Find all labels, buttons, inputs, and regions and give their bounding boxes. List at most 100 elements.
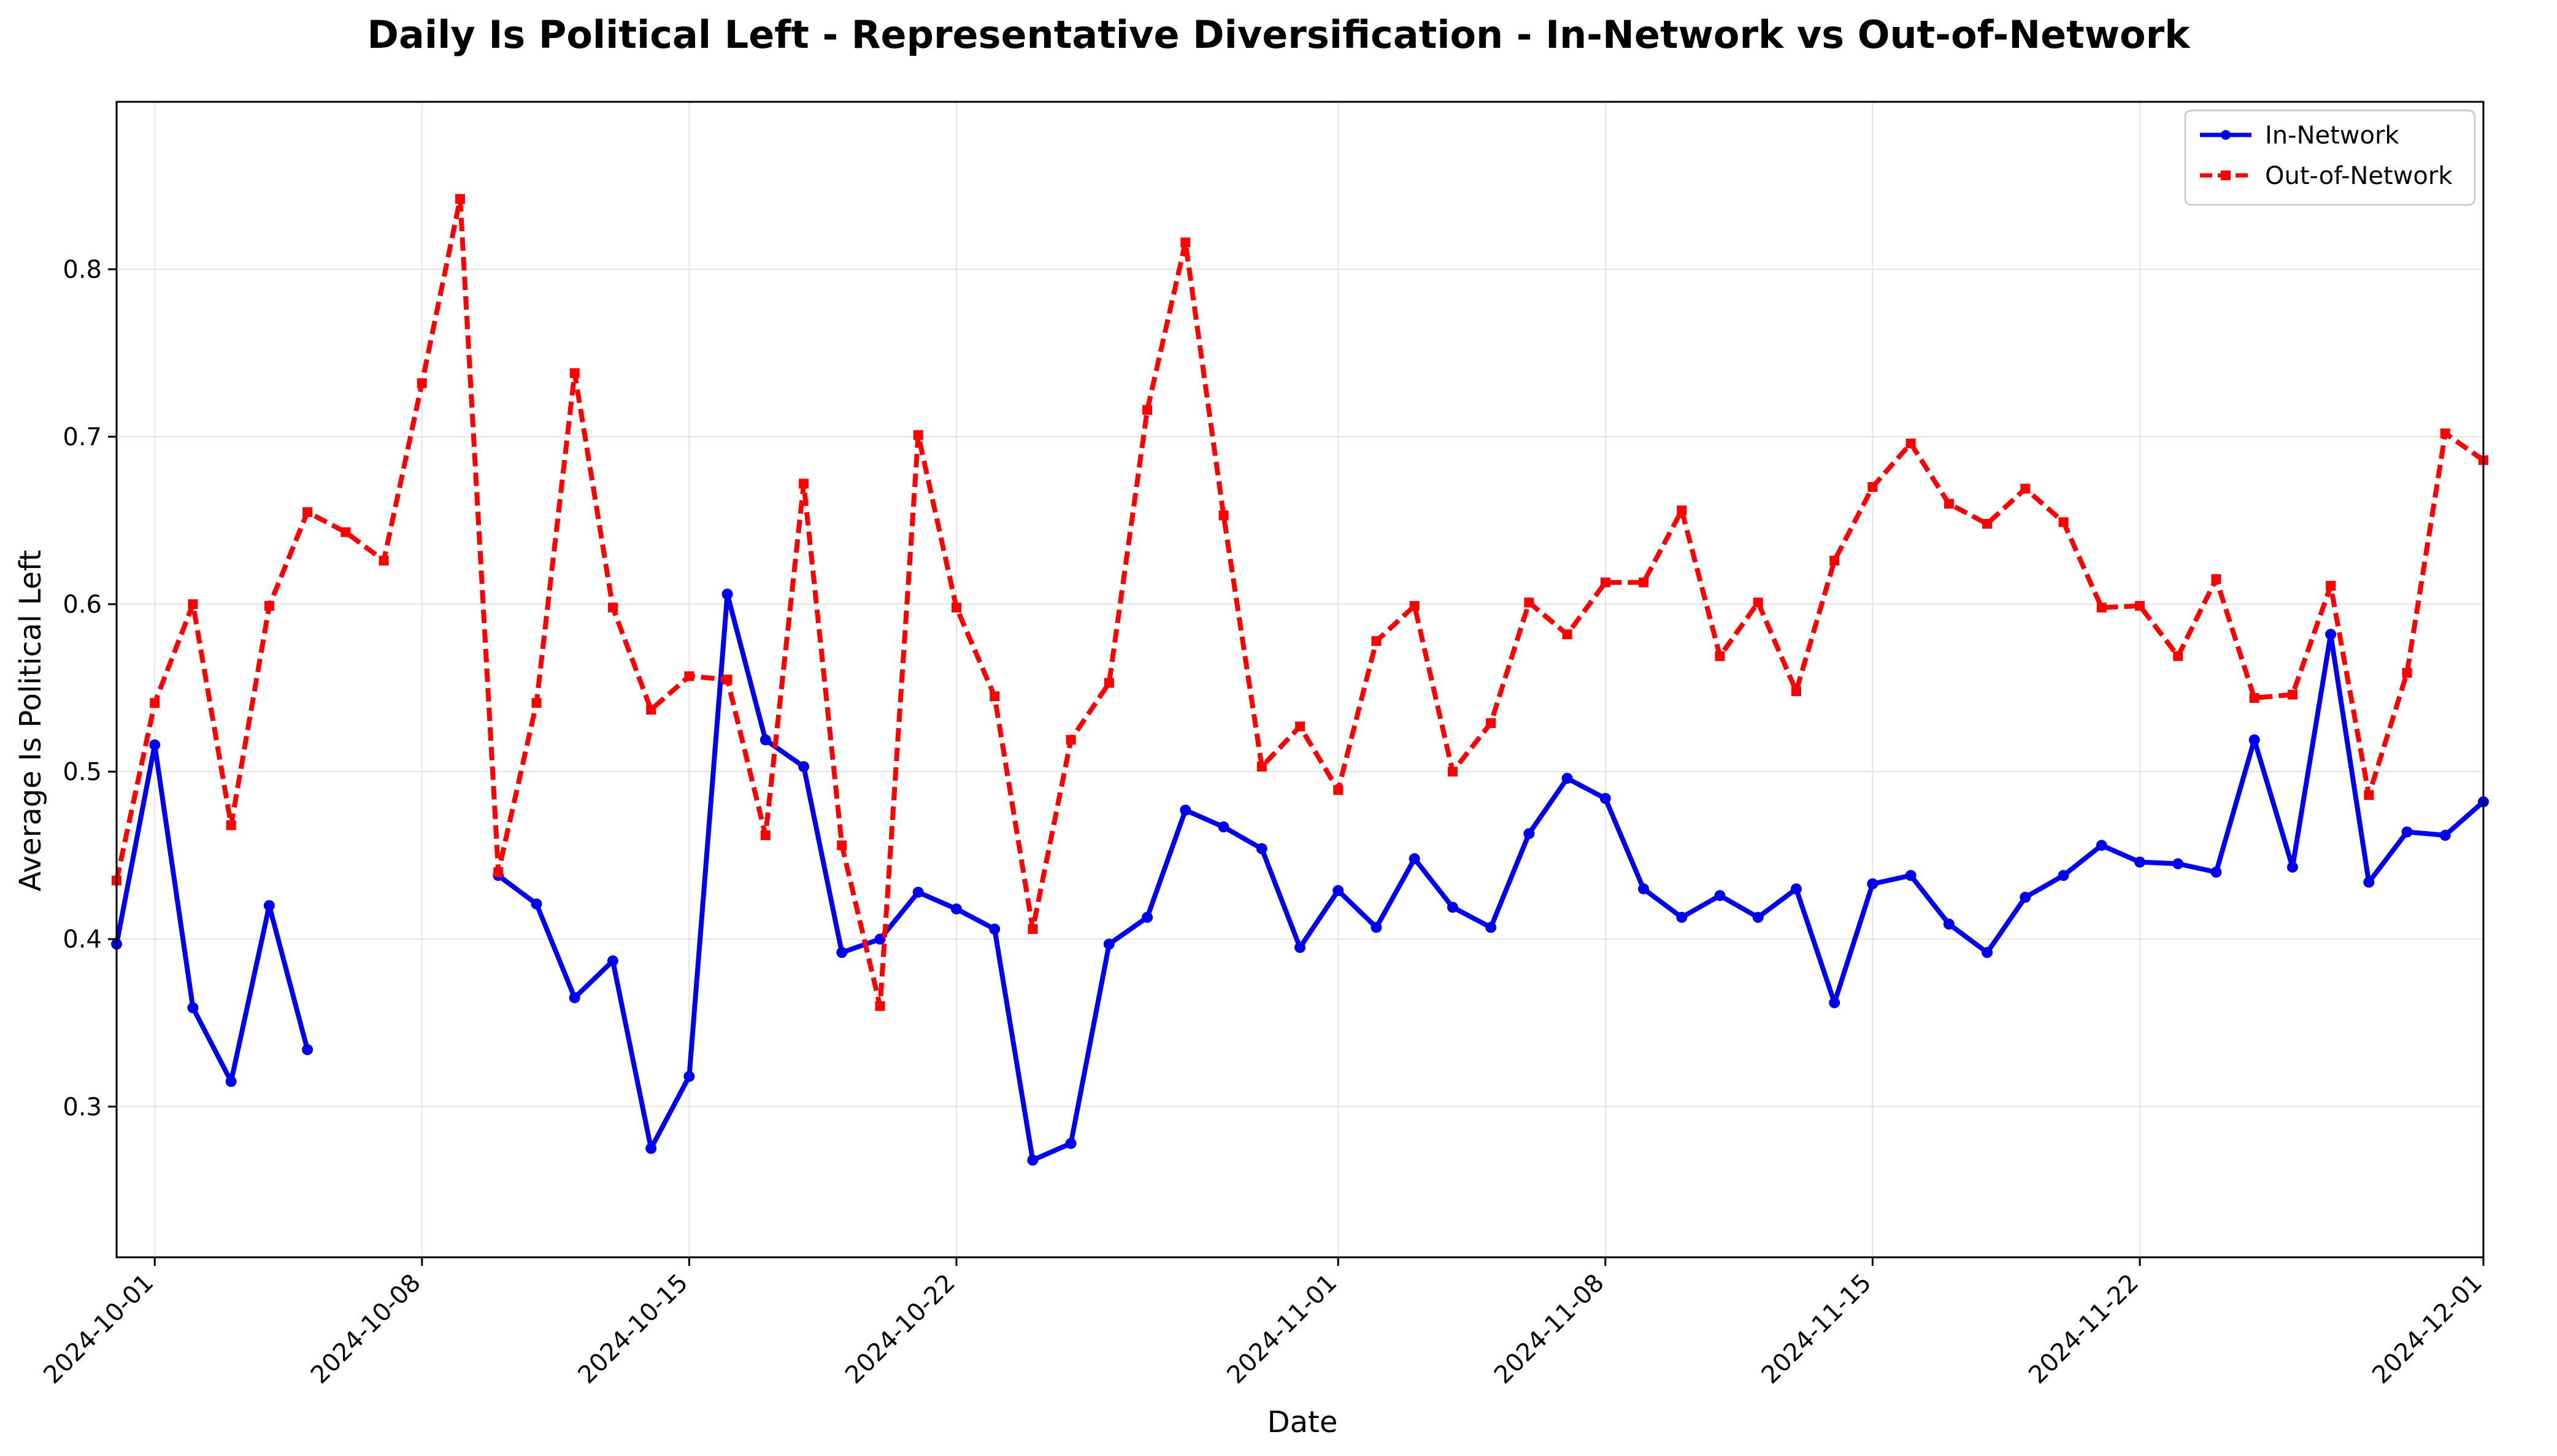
y-axis-label: Average Is Political Left [13,550,48,892]
data-point-in-network [1752,911,1764,923]
data-point-out-of-network [569,368,580,378]
data-point-out-of-network [379,556,389,566]
legend-marker-in-network [2221,130,2231,140]
data-point-in-network [1142,911,1153,923]
data-point-in-network [607,955,618,967]
data-point-in-network [1294,941,1305,953]
x-axis-label: Date [1267,1405,1338,1439]
data-point-in-network [2020,891,2031,903]
data-point-in-network [683,1071,695,1082]
data-point-in-network [2439,829,2451,841]
data-point-in-network [1867,878,1878,890]
data-point-out-of-network [1066,735,1076,745]
data-point-out-of-network [1180,237,1191,248]
data-point-out-of-network [1982,519,1993,529]
data-point-in-network [2172,858,2184,870]
y-tick-label: 0.3 [63,1093,102,1121]
legend-label-out-of-network: Out-of-Network [2265,162,2453,190]
data-point-in-network [1638,883,1650,895]
data-point-in-network [836,947,848,959]
data-point-out-of-network [2211,574,2221,584]
data-point-out-of-network [2287,689,2297,700]
data-point-out-of-network [951,602,961,613]
data-point-out-of-network [2364,790,2374,800]
legend: In-Network Out-of-Network [2184,109,2476,206]
data-point-in-network [187,1002,199,1014]
series-in-network [111,588,2489,1166]
data-point-out-of-network [1867,482,1878,492]
data-point-out-of-network [1218,510,1229,521]
data-point-out-of-network [2096,602,2107,613]
data-point-in-network [1714,890,1726,902]
data-point-out-of-network [1562,629,1572,640]
data-point-out-of-network [2020,483,2031,494]
data-point-in-network [531,898,542,910]
data-point-in-network [721,588,733,600]
data-point-in-network [912,886,924,898]
data-point-in-network [1332,885,1344,897]
data-point-in-network [2096,840,2107,851]
data-point-out-of-network [1333,785,1344,795]
data-point-out-of-network [646,705,656,715]
data-point-in-network [263,900,275,911]
data-point-out-of-network [2402,668,2412,678]
data-point-out-of-network [2326,581,2336,591]
data-point-in-network [1447,902,1458,913]
data-point-in-network [2286,861,2298,873]
data-point-out-of-network [2058,517,2069,527]
data-point-in-network [798,761,810,772]
data-point-out-of-network [1600,577,1610,588]
y-tick-label: 0.8 [63,256,102,284]
data-point-in-network [1599,792,1611,804]
data-point-out-of-network [1524,597,1534,608]
legend-box [2184,109,2476,206]
data-point-in-network [1485,922,1497,933]
data-point-in-network [645,1143,657,1154]
data-point-in-network [1256,843,1267,854]
data-point-in-network [302,1044,313,1056]
data-point-out-of-network [1142,405,1153,415]
series-out-of-network [112,194,2488,1011]
data-point-out-of-network [1486,718,1496,728]
data-point-out-of-network [760,830,771,840]
data-point-in-network [2134,856,2145,868]
series-layer [111,194,2489,1166]
data-point-out-of-network [799,478,809,489]
data-point-in-network [2210,867,2222,878]
data-point-in-network [1676,911,1688,923]
data-point-out-of-network [531,698,542,708]
data-point-out-of-network [1104,678,1114,688]
data-point-in-network [1027,1154,1039,1166]
data-point-out-of-network [264,600,274,611]
data-point-in-network [1790,883,1802,895]
data-point-in-network [1218,821,1229,833]
data-point-in-network [149,739,161,751]
grid [117,102,2484,1257]
data-point-in-network [1943,918,1955,930]
data-point-out-of-network [188,599,198,610]
data-point-in-network [1829,997,1840,1008]
data-point-in-network [759,734,771,746]
data-point-out-of-network [990,691,1000,702]
data-point-out-of-network [1371,636,1382,646]
data-point-out-of-network [1829,556,1840,566]
data-point-out-of-network [684,671,694,681]
data-point-out-of-network [493,867,504,877]
data-point-out-of-network [150,698,160,708]
data-point-in-network [950,903,962,915]
data-point-in-network [1905,870,1917,881]
data-point-out-of-network [417,378,427,388]
y-tick-label: 0.4 [63,925,102,954]
data-point-in-network [1065,1138,1077,1149]
plot-frame [115,101,2485,1259]
data-point-in-network [569,992,580,1003]
data-point-out-of-network [1447,767,1458,777]
y-tick-label: 0.7 [63,423,102,451]
data-point-out-of-network [2134,600,2145,611]
data-point-out-of-network [1715,651,1725,661]
data-point-out-of-network [1409,600,1420,611]
data-point-out-of-network [1677,505,1687,516]
